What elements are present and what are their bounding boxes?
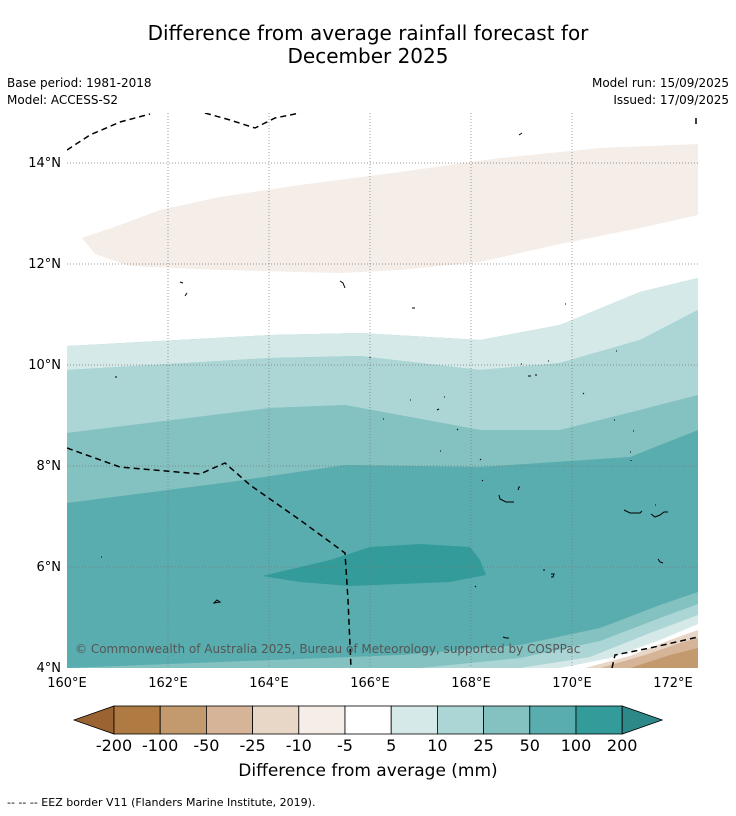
eez-footnote: -- -- -- EEZ border V11 (Flanders Marine… — [7, 796, 316, 809]
colorbar-tick-label: 10 — [427, 736, 448, 755]
colorbar — [72, 705, 664, 735]
colorbar-tick-label: 100 — [560, 736, 592, 755]
colorbar-tick-label: 50 — [519, 736, 540, 755]
model-name: Model: ACCESS-S2 — [7, 93, 119, 107]
colorbar-swatch — [483, 705, 531, 735]
units-label: Difference from average (mm) — [238, 761, 498, 781]
eez-border — [67, 113, 698, 668]
band-minus50-minus100 — [630, 648, 698, 668]
lat-label: 6°N — [37, 560, 62, 575]
colorbar-swatch — [205, 705, 253, 735]
latitude-labels: 4°N 6°N 8°N 10°N 12°N 14°N — [28, 156, 61, 676]
band-100-200 — [262, 544, 486, 586]
band-5-10 — [67, 278, 698, 370]
band-25-50-lower — [67, 592, 698, 668]
colorbar-tick-label: 200 — [606, 736, 638, 755]
band-25-50 — [67, 395, 698, 503]
colorbar-tick-label: -200 — [95, 736, 133, 755]
title-line-1: Difference from average rainfall forecas… — [147, 21, 589, 45]
title-line-2: December 2025 — [287, 44, 449, 68]
base-period: Base period: 1981-2018 — [7, 76, 152, 90]
colorbar-swatch — [529, 705, 577, 735]
lon-label: 172°E — [653, 676, 693, 691]
colorbar-arrow-low — [72, 705, 115, 735]
colorbar-tick-label: 5 — [386, 736, 397, 755]
colorbar-swatch — [159, 705, 207, 735]
lat-label: 4°N — [37, 661, 62, 676]
meta-left: Base period: 1981-2018 Model: ACCESS-S2 — [7, 75, 152, 109]
lon-label: 166°E — [350, 676, 390, 691]
colorbar-swatch — [344, 705, 392, 735]
colorbar-swatch — [575, 705, 623, 735]
colorbar-swatch — [436, 705, 484, 735]
colorbar-tick-label: -25 — [239, 736, 266, 755]
colorbar-tick-label: -10 — [285, 736, 312, 755]
lon-label: 164°E — [249, 676, 289, 691]
lat-label: 10°N — [28, 358, 61, 373]
lon-label: 168°E — [451, 676, 491, 691]
band-minus5-minus10 — [82, 144, 698, 273]
lon-label: 162°E — [148, 676, 188, 691]
colorbar-tick-label: -5 — [337, 736, 353, 755]
lat-label: 8°N — [37, 459, 62, 474]
graticule — [67, 113, 698, 668]
colorbar-swatch — [252, 705, 300, 735]
band-10-25 — [67, 310, 698, 433]
map-title: Difference from average rainfall forecas… — [0, 22, 736, 68]
colorbar-tick-label: -100 — [142, 736, 179, 755]
colorbar-tick-label: -50 — [193, 736, 220, 755]
copyright-note: © Commonwealth of Australia 2025, Bureau… — [75, 642, 580, 656]
colorbar-swatch — [390, 705, 438, 735]
lat-label: 12°N — [28, 257, 61, 272]
lon-label: 160°E — [47, 676, 87, 691]
colorbar-tick-label: 25 — [473, 736, 494, 755]
colorbar-arrow-high — [621, 705, 664, 735]
longitude-labels: 160°E 162°E 164°E 166°E 168°E 170°E 172°… — [47, 676, 693, 691]
islands — [101, 132, 668, 639]
lat-label: 14°N — [28, 156, 61, 171]
map-fill-layer — [67, 113, 698, 668]
colorbar-swatch — [113, 705, 161, 735]
lon-label: 170°E — [552, 676, 592, 691]
meta-right: Model run: 15/09/2025 Issued: 17/09/2025 — [592, 75, 729, 109]
colorbar-swatch — [298, 705, 346, 735]
model-run: Model run: 15/09/2025 — [591, 76, 729, 90]
issued-date: Issued: 17/09/2025 — [613, 93, 729, 107]
